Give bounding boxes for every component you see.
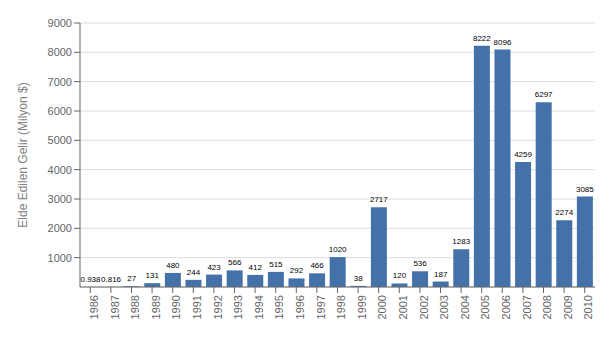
svg-text:423: 423 [207, 263, 221, 272]
svg-text:480: 480 [166, 261, 180, 270]
svg-text:2001: 2001 [397, 295, 409, 319]
svg-text:2006: 2006 [500, 295, 512, 319]
svg-text:1283: 1283 [452, 237, 470, 246]
svg-text:4259: 4259 [514, 150, 532, 159]
svg-text:2003: 2003 [438, 295, 450, 319]
svg-text:131: 131 [146, 271, 160, 280]
svg-text:1989: 1989 [150, 295, 162, 319]
svg-text:1995: 1995 [274, 295, 286, 319]
svg-text:2002: 2002 [418, 295, 430, 319]
svg-text:8000: 8000 [48, 46, 72, 58]
svg-text:27: 27 [127, 274, 136, 283]
svg-text:1991: 1991 [191, 295, 203, 319]
svg-text:1000: 1000 [48, 252, 72, 264]
svg-text:2274: 2274 [555, 208, 573, 217]
svg-text:1987: 1987 [109, 295, 121, 319]
svg-text:1992: 1992 [212, 295, 224, 319]
svg-text:8222: 8222 [473, 34, 491, 43]
svg-text:1988: 1988 [129, 295, 141, 319]
svg-text:7000: 7000 [48, 76, 72, 88]
svg-text:2000: 2000 [48, 222, 72, 234]
svg-text:120: 120 [393, 271, 407, 280]
svg-text:2009: 2009 [562, 295, 574, 319]
svg-text:1999: 1999 [356, 295, 368, 319]
svg-text:1996: 1996 [294, 295, 306, 319]
svg-text:5000: 5000 [48, 134, 72, 146]
svg-text:1997: 1997 [315, 295, 327, 319]
svg-text:6000: 6000 [48, 105, 72, 117]
svg-text:1994: 1994 [253, 295, 265, 319]
svg-text:2000: 2000 [377, 295, 389, 319]
svg-text:0.816: 0.816 [101, 275, 122, 284]
svg-text:566: 566 [228, 258, 242, 267]
svg-text:6297: 6297 [535, 90, 553, 99]
svg-text:2007: 2007 [521, 295, 533, 319]
svg-text:412: 412 [249, 263, 263, 272]
svg-text:536: 536 [413, 259, 427, 268]
svg-text:244: 244 [187, 268, 201, 277]
svg-text:9000: 9000 [48, 17, 72, 29]
svg-text:187: 187 [434, 270, 448, 279]
svg-text:2005: 2005 [480, 295, 492, 319]
svg-text:2717: 2717 [370, 195, 388, 204]
svg-text:38: 38 [354, 274, 363, 283]
svg-text:292: 292 [290, 266, 304, 275]
svg-text:1990: 1990 [171, 295, 183, 319]
svg-text:1020: 1020 [329, 245, 347, 254]
svg-text:4000: 4000 [48, 164, 72, 176]
svg-text:Elde Edilen Gelir (Milyon $): Elde Edilen Gelir (Milyon $) [16, 82, 30, 227]
svg-text:1998: 1998 [335, 295, 347, 319]
svg-text:3000: 3000 [48, 193, 72, 205]
svg-text:515: 515 [269, 260, 283, 269]
svg-text:0.938: 0.938 [80, 275, 101, 284]
svg-text:2004: 2004 [459, 295, 471, 319]
svg-text:8096: 8096 [494, 38, 512, 47]
svg-text:466: 466 [310, 261, 324, 270]
svg-text:2008: 2008 [541, 295, 553, 319]
svg-text:1986: 1986 [88, 295, 100, 319]
svg-text:2010: 2010 [583, 295, 595, 319]
svg-text:3085: 3085 [576, 185, 594, 194]
svg-text:1993: 1993 [232, 295, 244, 319]
